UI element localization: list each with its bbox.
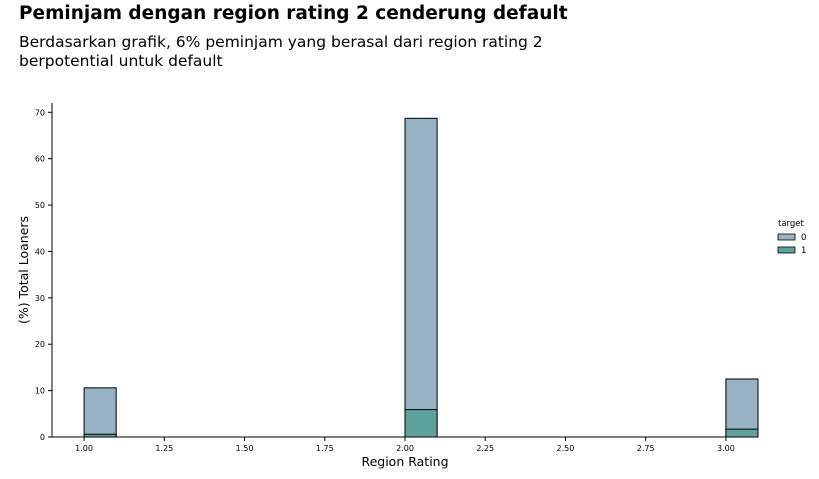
bar-target-1-region-3 bbox=[725, 428, 759, 438]
y-tick-label: 10 bbox=[35, 387, 45, 396]
y-tick-label: 60 bbox=[35, 155, 45, 164]
bar-target-0-region-1 bbox=[83, 387, 117, 438]
x-tick-label: 3.00 bbox=[717, 444, 735, 453]
legend-swatch bbox=[777, 233, 796, 241]
y-tick-label: 0 bbox=[40, 433, 45, 442]
x-tick-label: 1.25 bbox=[155, 444, 173, 453]
chart-title: Peminjam dengan region rating 2 cenderun… bbox=[19, 3, 568, 24]
y-tick-label: 30 bbox=[35, 294, 45, 303]
bar-target-0-region-3 bbox=[725, 378, 759, 438]
x-tick-label: 1.00 bbox=[75, 444, 93, 453]
bar-target-0-region-2 bbox=[404, 117, 438, 438]
legend-label: 0 bbox=[801, 233, 806, 243]
x-tick-label: 2.75 bbox=[637, 444, 655, 453]
y-tick-label: 20 bbox=[35, 340, 45, 349]
bar-target-1-region-2 bbox=[404, 409, 438, 438]
x-tick-label: 2.00 bbox=[396, 444, 414, 453]
x-axis-label: Region Rating bbox=[361, 454, 448, 469]
y-axis-label: (%) Total Loaners bbox=[16, 216, 31, 324]
legend-swatch bbox=[777, 246, 796, 254]
x-tick-label: 1.75 bbox=[316, 444, 334, 453]
x-tick-label: 2.25 bbox=[476, 444, 494, 453]
y-ticks-group: 0 10 20 30 40 50 60 70 bbox=[35, 108, 52, 442]
legend: target 01 bbox=[777, 219, 806, 256]
y-tick-label: 70 bbox=[35, 108, 45, 117]
y-tick-label: 50 bbox=[35, 201, 45, 210]
chart-subtitle: Berdasarkan grafik, 6% peminjam yang ber… bbox=[19, 33, 543, 70]
x-tick-label: 1.50 bbox=[236, 444, 254, 453]
x-tick-label: 2.50 bbox=[557, 444, 575, 453]
y-tick-label: 40 bbox=[35, 247, 45, 256]
x-ticks-group: 1.00 1.25 1.50 1.75 2.00 2.25 2.50 2.75 3.00 bbox=[75, 437, 735, 453]
bars-group bbox=[83, 117, 759, 438]
legend-title: target bbox=[778, 219, 805, 229]
legend-label: 1 bbox=[801, 246, 806, 256]
legend-items: 01 bbox=[777, 233, 806, 256]
